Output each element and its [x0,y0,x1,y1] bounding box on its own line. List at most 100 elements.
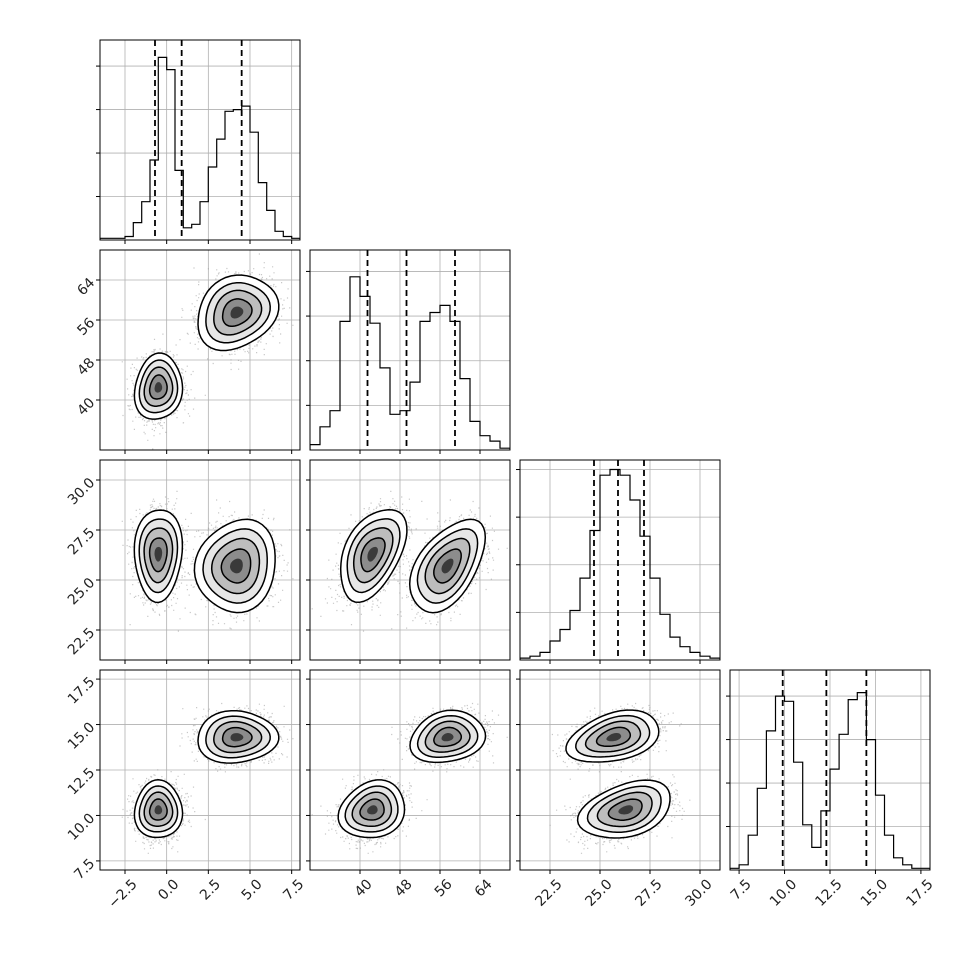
x-tick-label: 27.5 [632,876,665,909]
y-tick-label: 56 [74,315,98,339]
density-fill [230,306,244,319]
contour-line [143,366,174,407]
panel-frame [519,459,721,661]
panel-content [100,250,300,450]
y-tick-label: 48 [74,355,98,379]
panel-frame [309,459,511,661]
panel-2-1 [306,459,511,664]
contour-line [565,709,660,763]
x-tick-label: 22.5 [532,876,565,909]
x-tick-label: 25.0 [582,876,615,909]
y-tick-label: 17.5 [65,674,98,707]
contour-line [133,779,184,839]
contour-line [424,720,471,753]
x-tick-label: 48 [392,876,416,900]
panel-content [100,670,300,870]
panel-content [310,460,510,660]
x-tick-label: 7.5 [280,876,307,903]
x-tick-label: 64 [472,876,496,900]
panel-content [310,670,510,870]
y-tick-label: 10.0 [65,810,98,843]
contour-line [596,791,653,828]
histogram-step [730,692,930,870]
panel-frame [99,459,301,661]
contour-line [210,537,261,595]
contour-line [575,714,651,758]
contour-line [424,537,471,595]
contour-line [359,798,385,821]
contour-line [213,289,263,336]
histogram-step [520,468,720,660]
contour-line [197,709,280,764]
contour-line [584,720,642,753]
contour-line [138,785,179,833]
y-tick-label: 25.0 [65,575,98,608]
contour-line [220,548,252,584]
density-fill [230,733,244,742]
panel-frame [99,39,301,241]
density-fill [606,733,622,742]
panel-1-1 [306,249,511,454]
density-fill [367,546,378,562]
contour-line [586,785,662,834]
contour-line [352,527,394,584]
x-tick-label: 5.0 [239,876,266,903]
panel-1-0 [96,249,301,454]
contour-line [416,714,479,759]
x-tick-label: 56 [432,876,456,900]
contour-line [133,352,184,420]
y-tick-label: 27.5 [65,525,98,558]
x-tick-label: 12.5 [812,876,845,909]
contour-line [205,281,271,344]
contour-line [213,720,263,754]
density-fill [367,805,378,815]
contour-line [148,537,168,573]
density-fill [154,382,163,393]
x-tick-label: 7.5 [728,876,755,903]
contour-line [138,359,179,414]
x-tick-label: 30.0 [682,876,715,909]
y-tick-label: 30.0 [65,475,98,508]
panel-3-3 [726,669,931,874]
panel-content [100,460,300,660]
y-tick-label: 40 [74,395,98,419]
contour-line [221,298,253,328]
contour-line [205,715,271,759]
panel-frame [309,249,511,451]
contour-line [433,726,463,748]
histogram-step [310,276,510,450]
contour-line [337,779,406,839]
y-tick-label: 22.5 [65,625,98,658]
contour-line [346,518,401,594]
contour-line [148,798,168,821]
panel-0-0 [96,39,301,244]
contour-line [193,518,276,614]
panels-layer [96,39,931,874]
tick-labels-layer: −2.5 0.0 2.5 5.0 7.5 40 48 56 64 22.5 25.0 27.5 30.0… [65,275,937,912]
density-fill [441,558,454,574]
contour-line [138,518,179,594]
panel-frame [99,249,301,451]
x-tick-label: 10.0 [767,876,800,909]
contour-line [360,537,386,573]
density-fill [441,733,454,742]
contour-line [344,785,399,833]
panel-content [520,670,720,870]
contour-line [409,709,487,764]
y-tick-label: 7.5 [71,856,98,883]
x-tick-label: 40 [352,876,376,900]
contour-line [221,726,253,748]
panel-3-2 [516,669,721,874]
contour-line [143,527,174,584]
contour-line [595,726,632,748]
contour-line [576,779,671,839]
density-fill [154,546,163,562]
density-fill [618,805,634,815]
panel-2-0 [96,459,301,664]
contour-line [197,274,280,352]
x-tick-label: 17.5 [903,876,936,909]
contour-line [416,528,479,604]
contour-line [148,374,168,400]
y-tick-label: 12.5 [65,765,98,798]
